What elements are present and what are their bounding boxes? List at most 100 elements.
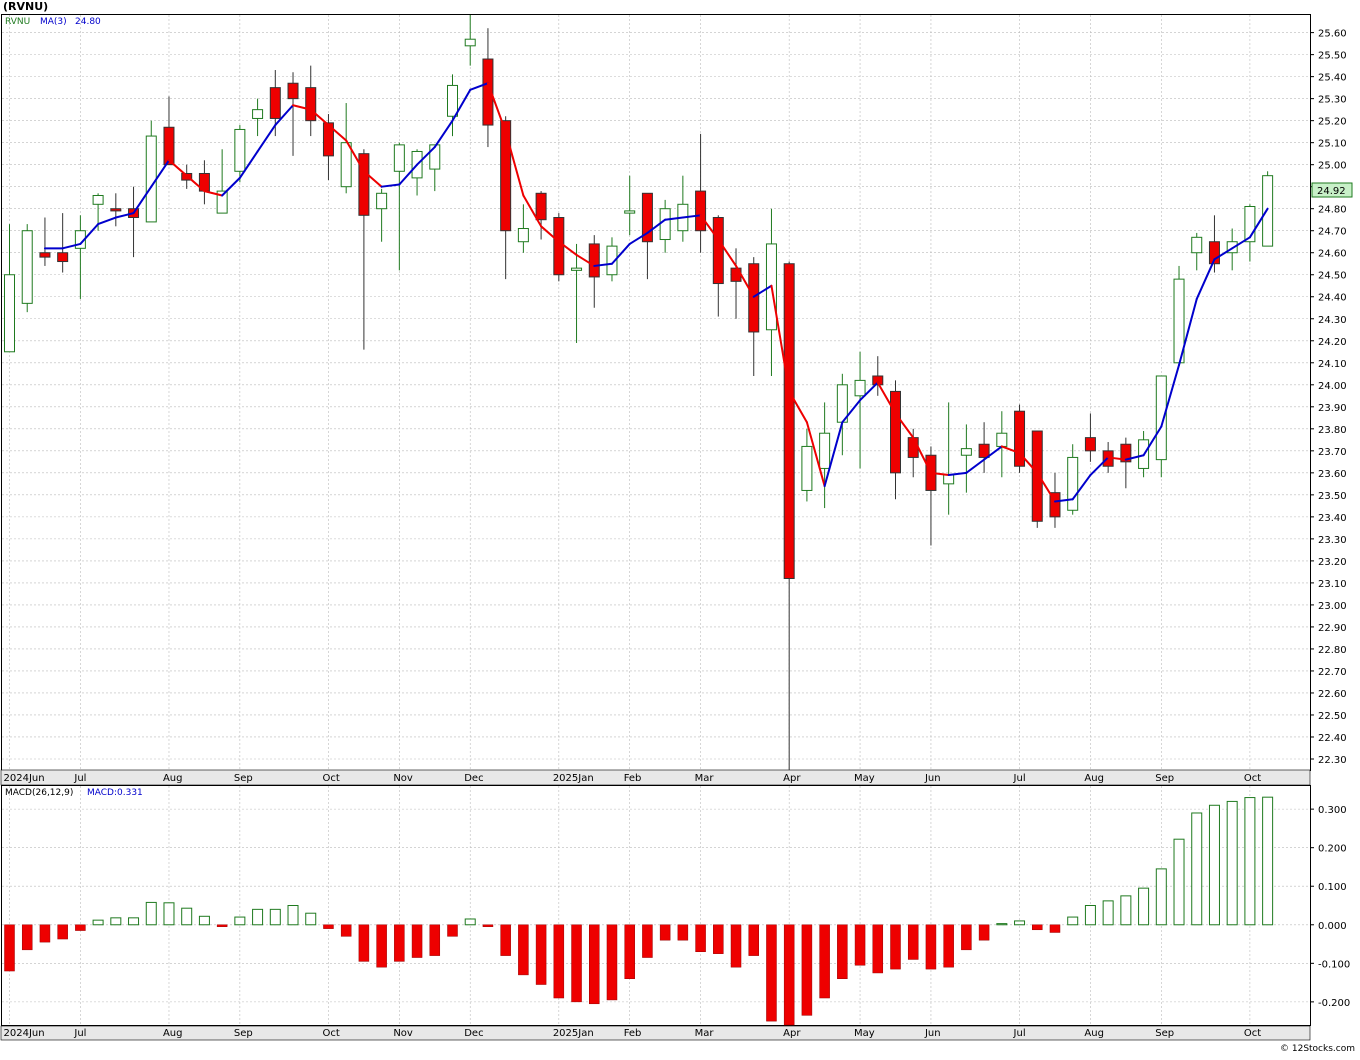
macd-bar-positive	[1262, 796, 1274, 926]
ma-segment	[504, 130, 525, 197]
macd-bar-positive	[110, 917, 122, 926]
candle-body-up	[819, 432, 831, 469]
candle	[641, 192, 653, 280]
candle	[305, 65, 317, 137]
candle-body-down	[978, 443, 990, 458]
time-axis-label: May	[854, 773, 875, 784]
grid-lines	[2, 15, 1310, 1025]
candle-body-up	[960, 448, 972, 456]
candle-body-up	[234, 128, 246, 172]
time-axis-label: Nov	[393, 773, 413, 784]
candle-body-up	[376, 192, 388, 210]
candle	[517, 204, 529, 253]
macd-bar-negative	[925, 924, 937, 970]
macd-bar-negative	[748, 924, 759, 956]
candle	[110, 193, 122, 227]
candle-body-up	[252, 109, 264, 119]
time-axis-labels-lower: 2024Jun Jul Aug Sep Oct Nov Dec 2025Jan Feb Mar Ap…	[4, 1028, 1262, 1039]
price-tick-label: 23.00	[1318, 601, 1347, 612]
candle	[287, 72, 299, 156]
macd-bar-negative	[39, 924, 51, 943]
candle	[854, 351, 866, 469]
candle-body-down	[1031, 430, 1043, 522]
candle-body-up	[996, 432, 1008, 447]
candle-body-down	[269, 87, 281, 119]
candle	[21, 224, 33, 313]
candle	[358, 149, 370, 350]
candle	[1191, 232, 1203, 271]
candle-body-up	[464, 38, 476, 47]
time-axis-label: Jul	[73, 773, 86, 784]
time-axis-label: Apr	[783, 773, 801, 784]
ma-segment	[1107, 456, 1127, 461]
candle-body-down	[358, 153, 370, 216]
candle-body-up	[1155, 375, 1167, 461]
time-axis-label: Aug	[1084, 773, 1104, 784]
candle-body-up	[1244, 206, 1256, 243]
macd-bar-positive	[198, 915, 210, 926]
ma-segment	[185, 174, 206, 193]
ma-segment	[1195, 258, 1216, 300]
candle-body-up	[606, 245, 618, 276]
ma-segment	[1231, 236, 1251, 250]
macd-bar-negative	[500, 924, 511, 956]
footer-credit: © 12Stocks.com	[1280, 1044, 1355, 1054]
macd-bar-negative	[713, 924, 724, 954]
candle	[1120, 437, 1132, 489]
ma-segment	[859, 381, 879, 402]
candle	[553, 213, 565, 282]
macd-bars	[4, 796, 1274, 1026]
macd-bar-positive	[1102, 900, 1114, 926]
candle-body-down	[57, 252, 69, 263]
macd-bar-negative	[571, 924, 582, 1003]
legend-ma-label: MA(3)	[40, 17, 67, 27]
candle	[535, 191, 547, 240]
macd-bar-negative	[872, 924, 884, 974]
macd-bar-negative	[695, 924, 706, 953]
price-tick-label: 23.40	[1318, 513, 1347, 524]
candle-body-down	[535, 192, 547, 221]
candle-body-down	[1049, 492, 1061, 518]
macd-bar-negative	[642, 924, 653, 958]
time-axis-label: Feb	[624, 1028, 642, 1039]
candle-body-up	[340, 142, 352, 188]
macd-bar-negative	[730, 924, 742, 968]
ma-segment	[735, 264, 755, 298]
ma-segment	[841, 399, 862, 424]
candle-body-down	[695, 190, 707, 232]
macd-bar-negative	[943, 924, 954, 968]
candle	[748, 257, 760, 376]
ma-segment	[593, 262, 613, 267]
candle	[1208, 215, 1220, 273]
ma-segment	[788, 390, 808, 424]
ma-segment	[681, 214, 702, 219]
candle-body-up	[92, 194, 104, 205]
price-tick-label: 23.60	[1318, 469, 1347, 480]
macd-legend-name: MACD(26,12,9)	[5, 788, 73, 798]
ma-segment	[628, 231, 649, 245]
macd-bar-positive	[269, 908, 281, 926]
ma-segment	[398, 163, 419, 186]
ma-segment	[132, 185, 153, 215]
price-tick-label: 23.30	[1318, 535, 1347, 546]
macd-bar-negative	[978, 924, 990, 941]
candle	[872, 356, 884, 396]
price-tick-label: 23.50	[1318, 491, 1347, 502]
macd-bar-negative	[766, 924, 777, 1022]
macd-bar-negative	[358, 924, 370, 962]
ma-segment	[770, 284, 791, 393]
candle	[145, 120, 157, 223]
candle-body-down	[500, 120, 512, 232]
candle-body-down	[783, 263, 795, 579]
ma-segment	[646, 218, 667, 234]
ma-segment	[451, 88, 472, 122]
time-axis-label: Jul	[73, 1028, 86, 1039]
ma-segment	[823, 421, 844, 488]
legend-ma-value: 24.80	[75, 17, 101, 27]
ma-segment	[97, 216, 117, 226]
candle	[429, 144, 441, 192]
time-axis-label: Sep	[1155, 1028, 1174, 1039]
time-axis-label: Jul	[1013, 773, 1026, 784]
macd-bar-negative	[1049, 924, 1061, 933]
time-axis-label: Jun	[924, 1028, 941, 1039]
